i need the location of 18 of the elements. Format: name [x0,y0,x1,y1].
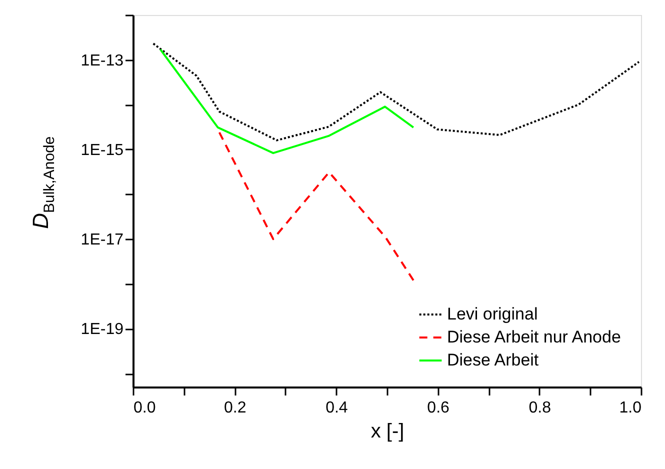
x-axis-title: x [-] [370,420,404,442]
line-series [159,48,414,154]
y-tick-label: 1E-17 [80,232,124,249]
x-tick-label: 0.8 [528,400,552,416]
y-tick-label: 1E-13 [80,52,124,70]
x-tick-label: 0.0 [134,400,156,416]
legend-label: Diese Arbeit [447,350,539,370]
legend-label: Diese Arbeit nur Anode [447,328,621,346]
y-tick-label: 1E-19 [80,321,124,338]
y-axis-title: DBulk,Anode [28,136,58,229]
x-tick-label: 0.6 [427,400,450,416]
legend-label: Levi original [447,304,538,324]
x-tick-label: 0.4 [326,400,348,416]
line-series [218,131,414,282]
x-tick-label: 1.0 [619,400,642,416]
y-tick-label: 1E-15 [80,142,124,159]
x-tick-label: 0.2 [224,400,246,416]
line-series [152,42,640,142]
